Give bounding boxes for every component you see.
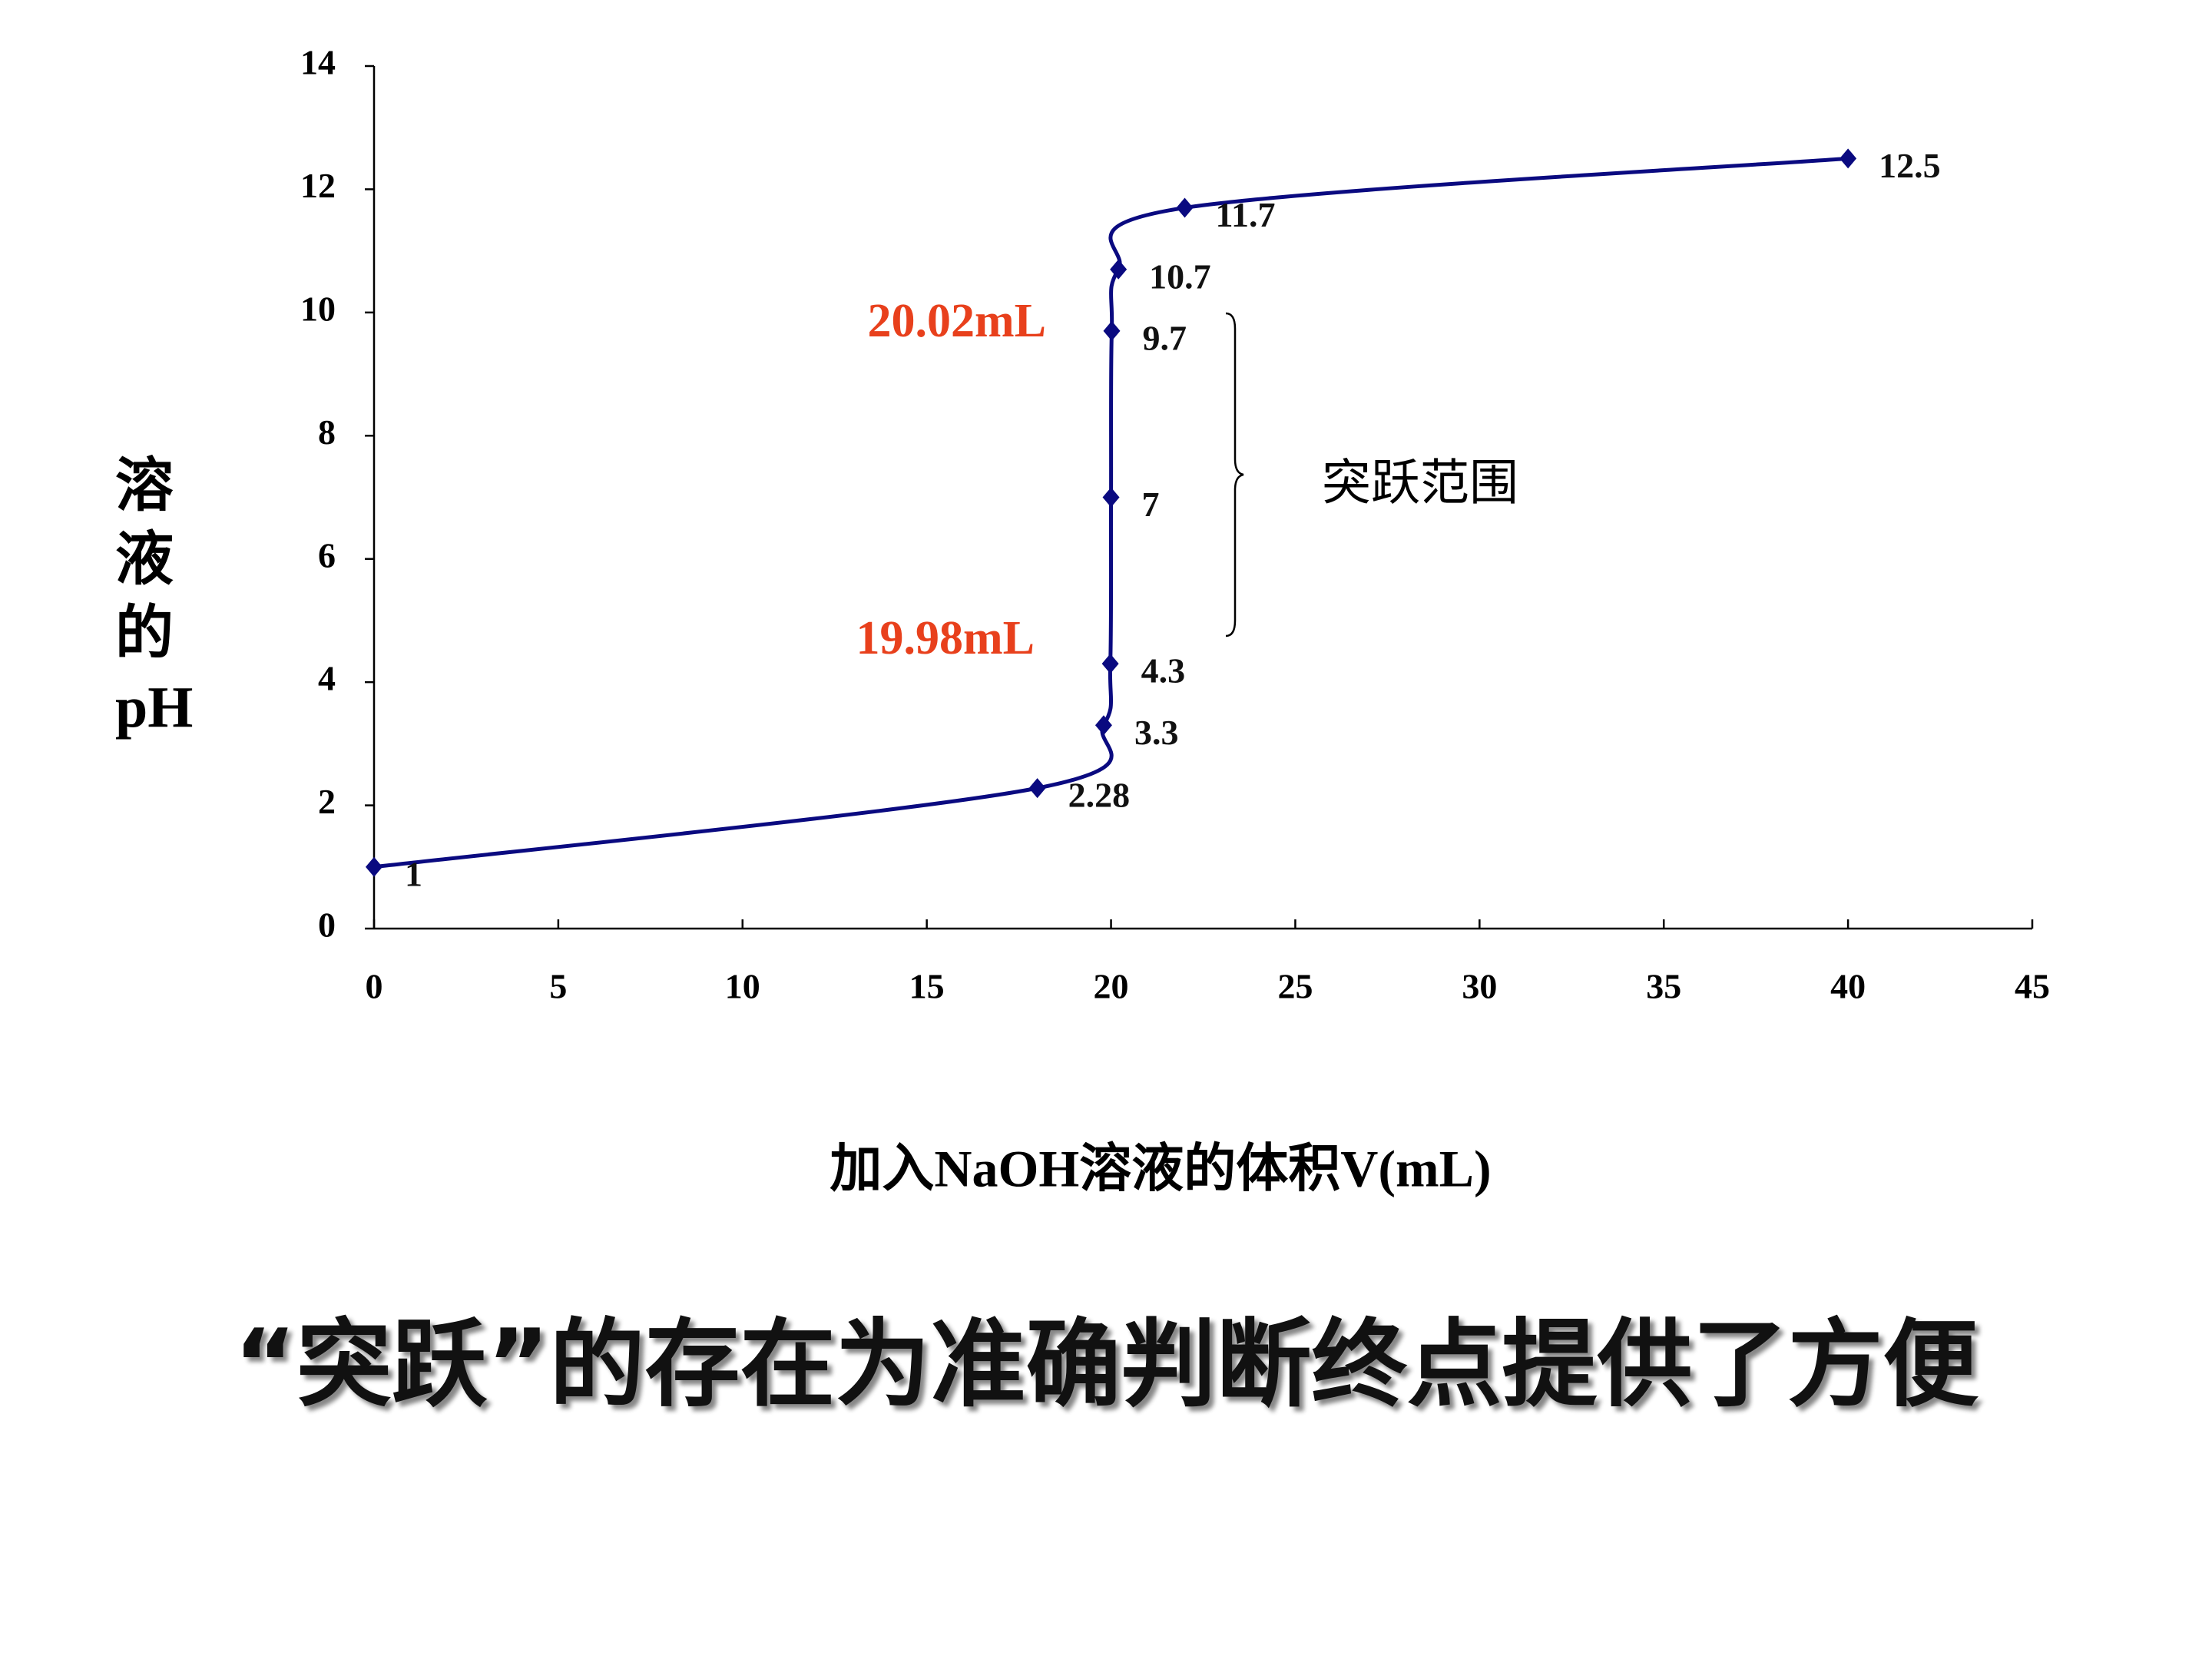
caption: “突跃”的存在为准确判断终点提供了方便	[233, 1310, 1979, 1420]
data-label: 2.28	[1068, 776, 1131, 815]
x-tick-label: 15	[909, 967, 945, 1006]
annotation: 突跃范围	[1322, 455, 1518, 512]
data-label: 12.5	[1879, 146, 1941, 185]
x-tick-label: 25	[1277, 967, 1313, 1006]
annotation: 19.98mL	[856, 612, 1035, 664]
data-label: 1	[405, 854, 422, 893]
y-tick-label: 2	[318, 782, 336, 821]
y-tick-label: 6	[318, 535, 336, 575]
data-label: 4.3	[1141, 651, 1186, 690]
x-tick-label: 35	[1646, 967, 1681, 1006]
x-tick-label: 30	[1462, 967, 1497, 1006]
y-tick-label: 14	[300, 43, 336, 82]
x-tick-label: 20	[1094, 967, 1129, 1006]
y-axis-title: 溶液的pH	[115, 454, 194, 740]
marker	[1839, 148, 1857, 169]
y-tick-label: 0	[318, 906, 336, 945]
data-label: 9.7	[1143, 318, 1187, 357]
data-label: 7	[1142, 485, 1160, 524]
marker	[366, 856, 382, 877]
line	[373, 156, 1849, 869]
x-axis-title: 加入NaOH溶液的体积V(mL)	[830, 1140, 1491, 1198]
marker	[1102, 487, 1120, 508]
y-tick-label: 10	[300, 289, 336, 328]
x-tick-label: 40	[1830, 967, 1866, 1006]
x-tick-label: 45	[2015, 967, 2050, 1006]
data-label: 3.3	[1134, 713, 1179, 752]
marker	[1176, 197, 1194, 218]
marker	[1028, 778, 1046, 799]
marker	[1110, 259, 1128, 280]
marker	[1094, 715, 1112, 736]
marker	[1103, 320, 1121, 341]
data-label: 10.7	[1149, 257, 1211, 296]
data-label: 11.7	[1216, 195, 1276, 234]
annotation: 20.02mL	[868, 295, 1047, 347]
x-tick-label: 0	[366, 967, 383, 1006]
y-tick-label: 4	[318, 659, 336, 698]
marker	[1101, 654, 1119, 674]
y-tick-label: 12	[300, 166, 336, 205]
x-tick-label: 5	[549, 967, 567, 1006]
y-tick-label: 8	[318, 412, 336, 452]
x-tick-label: 10	[725, 967, 760, 1006]
brace	[1225, 312, 1244, 637]
